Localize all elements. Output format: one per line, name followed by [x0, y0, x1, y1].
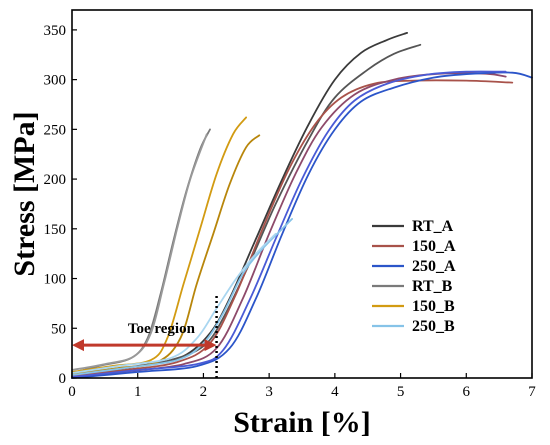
y-tick-label: 100 [44, 272, 67, 288]
x-tick-label: 5 [397, 384, 405, 400]
plot-frame [71, 9, 533, 379]
x-tick-label: 2 [200, 384, 208, 400]
series-line-250-a [71, 71, 533, 379]
legend-label: 150_B [412, 298, 455, 315]
legend-label: RT_B [412, 278, 453, 295]
x-tick-label: 6 [463, 384, 471, 400]
x-tick-label: 3 [265, 384, 273, 400]
y-tick-label: 300 [44, 73, 67, 89]
legend-label: 250_A [412, 258, 456, 275]
series-line-250-a [71, 70, 507, 378]
legend-label: RT_A [412, 218, 454, 235]
toe-region-label: Toe region [128, 321, 196, 337]
x-axis-ticks: 0 1 2 3 4 5 6 7 [68, 373, 536, 400]
y-tick-label: 200 [44, 172, 67, 188]
series-line-rt-a [71, 43, 422, 378]
toe-region-arrowhead-right [204, 339, 217, 352]
y-tick-label: 150 [44, 222, 67, 238]
series-line-250-b [71, 218, 293, 376]
series-line-150-a [71, 79, 514, 377]
series-line-250-b [71, 232, 277, 374]
legend: RT_A 150_A 250_A RT_B 150_B 250_B [372, 218, 456, 335]
y-tick-label: 0 [59, 371, 67, 387]
toe-region-arrowhead-left [72, 339, 84, 352]
y-tick-label: 350 [44, 23, 67, 39]
x-tick-label: 4 [331, 384, 339, 400]
legend-label: 250_B [412, 318, 455, 335]
x-tick-label: 7 [528, 384, 536, 400]
y-tick-label: 250 [44, 122, 67, 138]
y-axis-title: Stress [MPa] [8, 111, 41, 276]
legend-label: 150_A [412, 238, 456, 255]
x-axis-title: Strain [%] [233, 406, 371, 439]
toe-region-annotation [72, 293, 218, 378]
x-tick-label: 0 [68, 384, 76, 400]
x-tick-label: 1 [134, 384, 142, 400]
y-tick-label: 50 [51, 321, 66, 337]
series-line-rt-b [71, 133, 208, 371]
y-axis-ticks: 0 50 100 150 200 250 300 350 [44, 23, 77, 387]
series-line-rt-a [71, 32, 408, 377]
series-lines [71, 32, 533, 379]
